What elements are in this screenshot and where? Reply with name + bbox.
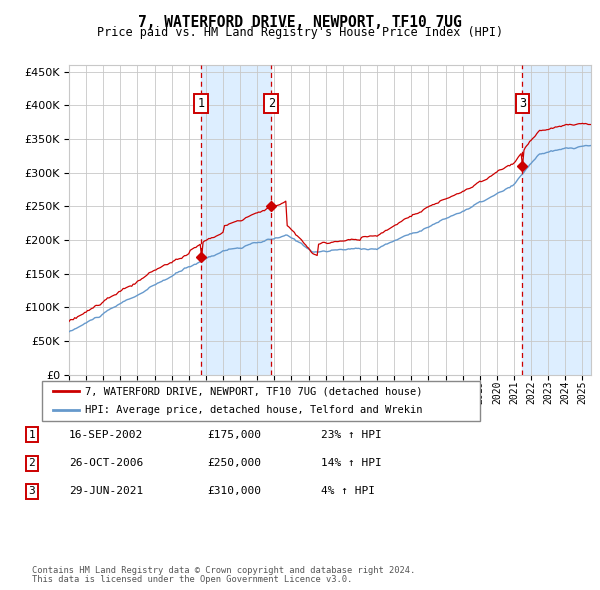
Text: £175,000: £175,000	[207, 430, 261, 440]
Text: Contains HM Land Registry data © Crown copyright and database right 2024.: Contains HM Land Registry data © Crown c…	[32, 566, 415, 575]
Text: 2: 2	[28, 458, 35, 468]
Text: 4% ↑ HPI: 4% ↑ HPI	[321, 487, 375, 496]
Text: 7, WATERFORD DRIVE, NEWPORT, TF10 7UG: 7, WATERFORD DRIVE, NEWPORT, TF10 7UG	[138, 15, 462, 30]
Text: This data is licensed under the Open Government Licence v3.0.: This data is licensed under the Open Gov…	[32, 575, 352, 584]
Bar	[201, 65, 271, 375]
Text: 29-JUN-2021: 29-JUN-2021	[69, 487, 143, 496]
Text: 3: 3	[519, 97, 526, 110]
Text: 23% ↑ HPI: 23% ↑ HPI	[321, 430, 382, 440]
Text: 3: 3	[28, 487, 35, 496]
Text: £250,000: £250,000	[207, 458, 261, 468]
Text: Price paid vs. HM Land Registry's House Price Index (HPI): Price paid vs. HM Land Registry's House …	[97, 26, 503, 39]
Bar	[523, 65, 591, 375]
Text: 7, WATERFORD DRIVE, NEWPORT, TF10 7UG (detached house): 7, WATERFORD DRIVE, NEWPORT, TF10 7UG (d…	[85, 386, 422, 396]
Text: 26-OCT-2006: 26-OCT-2006	[69, 458, 143, 468]
Text: 1: 1	[197, 97, 205, 110]
Text: 14% ↑ HPI: 14% ↑ HPI	[321, 458, 382, 468]
Text: 16-SEP-2002: 16-SEP-2002	[69, 430, 143, 440]
Text: 2: 2	[268, 97, 275, 110]
Text: HPI: Average price, detached house, Telford and Wrekin: HPI: Average price, detached house, Telf…	[85, 405, 422, 415]
Text: £310,000: £310,000	[207, 487, 261, 496]
Text: 1: 1	[28, 430, 35, 440]
